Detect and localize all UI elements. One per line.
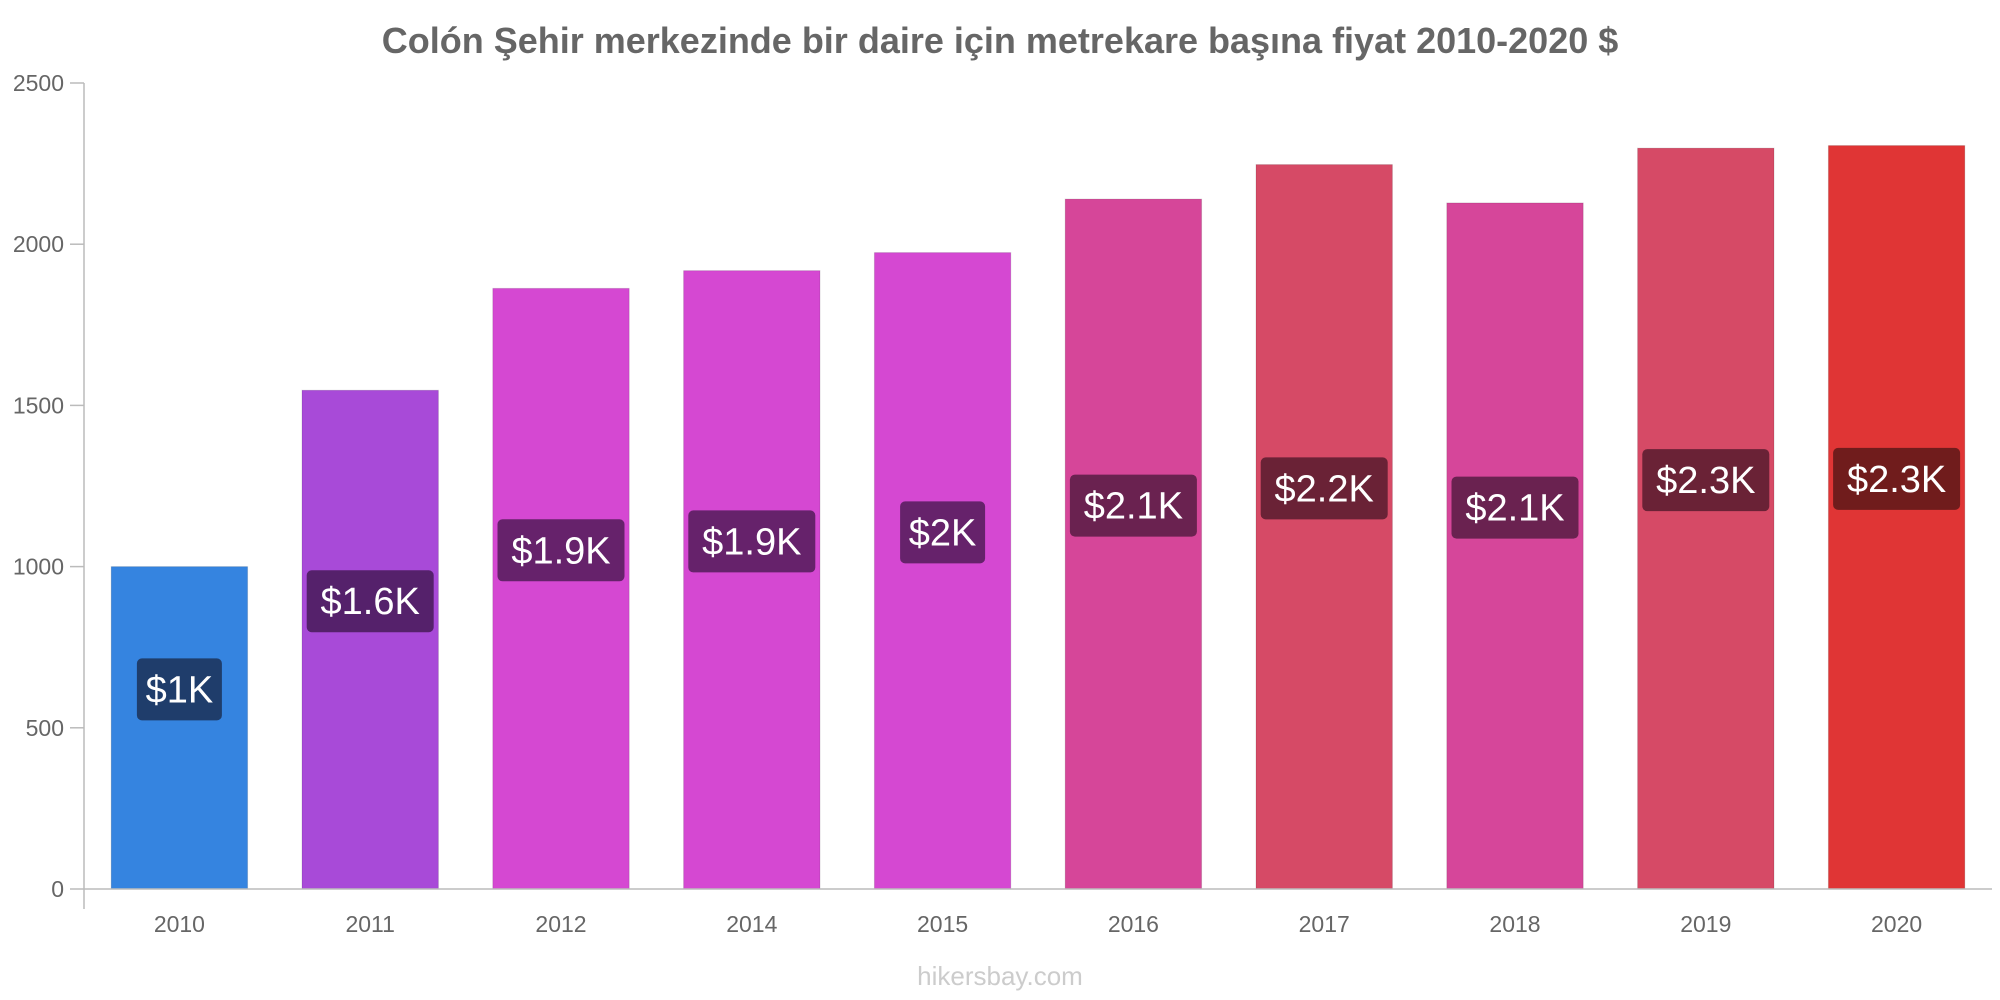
bar-2014 [683, 270, 821, 890]
bar-2017 [1255, 164, 1393, 890]
data-label: $2.1K [1084, 486, 1183, 528]
y-tick-label: 500 [26, 715, 64, 741]
data-label-box [1642, 449, 1770, 512]
data-label: $2.1K [1465, 488, 1564, 530]
data-label: $2.2K [1275, 468, 1374, 510]
y-tick-label: 0 [51, 876, 64, 902]
data-label: $2K [909, 512, 977, 554]
bar-2019 [1637, 147, 1775, 890]
y-tick-label: 2500 [13, 70, 64, 96]
data-label-box [1833, 447, 1961, 510]
x-tick-label: 2017 [1299, 911, 1350, 937]
data-label-box [306, 570, 434, 633]
bar-2018 [1446, 202, 1584, 890]
data-label-box [688, 510, 816, 573]
x-tick-label: 2015 [917, 911, 968, 937]
data-label: $1.9K [702, 521, 801, 563]
data-label-box [900, 501, 986, 564]
data-label: $2.3K [1656, 460, 1755, 502]
data-label-box [1260, 457, 1388, 520]
bar-2010 [110, 566, 249, 890]
x-axis: 2010 2011 2012 2014 2015 2016 2017 2018 2019 2020 [84, 888, 1992, 937]
data-label-box [497, 519, 625, 582]
data-label-box [1451, 476, 1579, 539]
y-axis: 0 500 1000 1500 2000 2500 [13, 70, 85, 909]
y-tick-label: 2000 [13, 231, 64, 257]
bar-2016 [1064, 198, 1203, 890]
data-label: $1K [146, 669, 214, 711]
x-tick-label: 2011 [345, 911, 394, 937]
x-tick-label: 2016 [1108, 911, 1159, 937]
bar-2011 [301, 389, 439, 890]
bar-2015 [873, 252, 1012, 890]
watermark: hikersbay.com [917, 961, 1083, 991]
x-tick-label: 2019 [1680, 911, 1731, 937]
chart-title: Colón Şehir merkezinde bir daire için me… [382, 20, 1619, 61]
bar-2020 [1827, 145, 1966, 890]
data-label-box [1069, 474, 1197, 537]
data-label-box [136, 658, 222, 721]
x-tick-label: 2014 [726, 911, 777, 937]
x-tick-label: 2010 [154, 911, 205, 937]
bars: $1K $1.6K $1.9K $1.9K $2K $2.1K $2.2K $2.1K $2.3… [110, 145, 1966, 890]
x-tick-label: 2018 [1489, 911, 1540, 937]
y-tick-label: 1500 [13, 392, 64, 418]
data-label: $1.9K [511, 530, 610, 572]
y-tick-label: 1000 [13, 554, 64, 580]
bar-2012 [492, 287, 630, 890]
data-label: $1.6K [321, 581, 420, 623]
data-label: $2.3K [1847, 459, 1946, 501]
x-tick-label: 2020 [1871, 911, 1922, 937]
x-tick-label: 2012 [535, 911, 586, 937]
